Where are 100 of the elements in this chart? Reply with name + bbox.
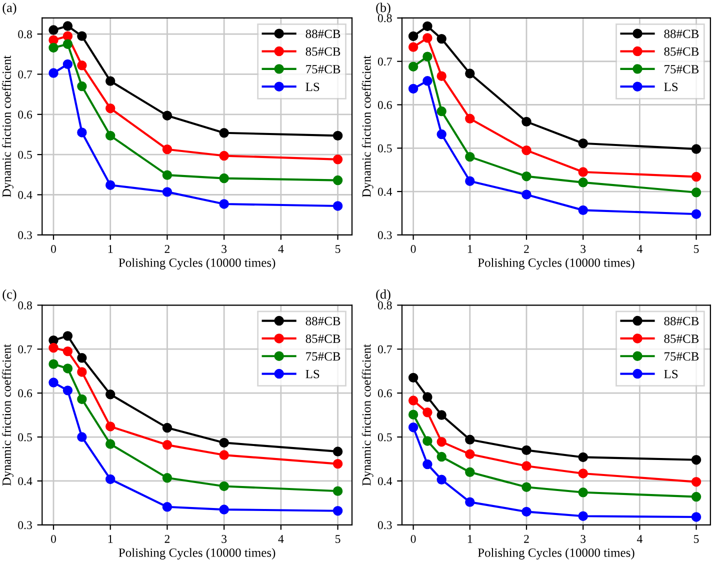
legend-label: 85#CB: [664, 334, 699, 343]
text: (a): [2, 2, 16, 15]
point: [77, 60, 87, 70]
legend-label: 85#CB: [664, 47, 699, 56]
point: [465, 434, 475, 445]
x-tick-label: 0: [50, 244, 56, 253]
point: [691, 172, 702, 182]
y-tick-label: 0.6: [18, 110, 32, 119]
x-tick-label: 1: [468, 535, 472, 543]
point: [77, 432, 87, 442]
legend-label: 88#CB: [664, 316, 699, 326]
point: [62, 31, 73, 41]
point: [422, 459, 432, 470]
point: [105, 180, 116, 190]
legend-label: 88#CB: [306, 30, 340, 38]
point: [465, 449, 475, 460]
point: [105, 390, 116, 400]
x-tick-label: 5: [336, 245, 340, 253]
point: [219, 173, 229, 184]
point: [465, 497, 475, 507]
point: [332, 458, 343, 469]
point: [691, 455, 702, 465]
point: [436, 129, 446, 140]
y-tick-label: 0.5: [18, 433, 32, 442]
x-tick-label: 3: [580, 245, 586, 253]
y-tick-label: 0.4: [378, 477, 392, 486]
point: [578, 138, 588, 148]
y-tick-label: 0.3: [378, 231, 392, 240]
point: [465, 114, 475, 124]
point: [436, 410, 446, 420]
x-axis-title: Polishing Cycles (10000 times): [478, 548, 634, 560]
x-tick-label: 4: [278, 535, 284, 543]
y-tick-label: 0.8: [18, 301, 32, 310]
point: [332, 130, 343, 141]
x-tick-label: 5: [336, 535, 340, 543]
point: [408, 396, 418, 406]
point: [578, 167, 588, 177]
point: [62, 386, 73, 396]
y-tick-label: 0.7: [18, 70, 32, 78]
point: [691, 492, 702, 502]
point: [105, 439, 116, 449]
y-tick-label: 0.3: [18, 521, 32, 530]
x-axis-title: Polishing Cycles (10000 times): [478, 258, 634, 270]
x-tick-label: 3: [222, 245, 227, 253]
point: [77, 367, 87, 377]
point: [332, 175, 343, 186]
x-tick-label: 2: [524, 535, 529, 543]
point: [465, 152, 475, 162]
point: [522, 461, 532, 471]
point: [77, 81, 87, 92]
point: [77, 31, 87, 41]
x-tick-label: 3: [580, 535, 586, 543]
text: (c): [2, 289, 16, 302]
point: [691, 476, 702, 487]
y-tick-label: 0.7: [378, 345, 392, 354]
point: [219, 438, 229, 448]
y-tick-label: 0.5: [18, 150, 32, 159]
point: [408, 422, 418, 432]
point: [691, 188, 702, 198]
legend-label: 75#CB: [306, 65, 340, 74]
point: [162, 502, 172, 512]
legend-label: 75#CB: [664, 352, 699, 361]
point: [162, 170, 172, 180]
point: [522, 482, 532, 492]
point: [436, 474, 446, 485]
point: [522, 190, 532, 200]
x-tick-label: 1: [108, 535, 113, 543]
point: [77, 394, 87, 404]
point: [422, 408, 432, 418]
point: [691, 144, 702, 154]
legend-label: 75#CB: [664, 65, 699, 74]
y-tick-label: 0.4: [378, 188, 392, 196]
y-tick-label: 0.3: [378, 521, 392, 530]
point: [408, 372, 418, 383]
y-tick-label: 0.6: [18, 389, 32, 398]
x-tick-label: 4: [636, 245, 642, 253]
point: [436, 436, 446, 447]
x-axis-title: Polishing Cycles (10000 times): [118, 548, 276, 560]
point: [219, 504, 229, 514]
point: [465, 68, 475, 78]
point: [62, 59, 73, 70]
x-tick-label: 4: [636, 535, 642, 543]
point: [62, 39, 73, 49]
point: [465, 176, 475, 186]
point: [48, 359, 58, 369]
point: [219, 150, 229, 161]
point: [105, 104, 116, 114]
legend-label: 85#CB: [306, 47, 340, 56]
point: [162, 473, 172, 483]
x-tick-label: 1: [108, 245, 113, 253]
point: [522, 171, 532, 182]
x-tick-label: 5: [694, 245, 699, 253]
point: [578, 468, 588, 478]
point: [691, 512, 702, 522]
y-axis-title: Dynamic friction coefficient: [2, 55, 14, 198]
y-tick-label: 0.5: [378, 144, 392, 152]
x-tick-label: 3: [222, 535, 227, 543]
point: [162, 110, 172, 120]
point: [436, 106, 446, 116]
text: (d): [376, 289, 390, 302]
